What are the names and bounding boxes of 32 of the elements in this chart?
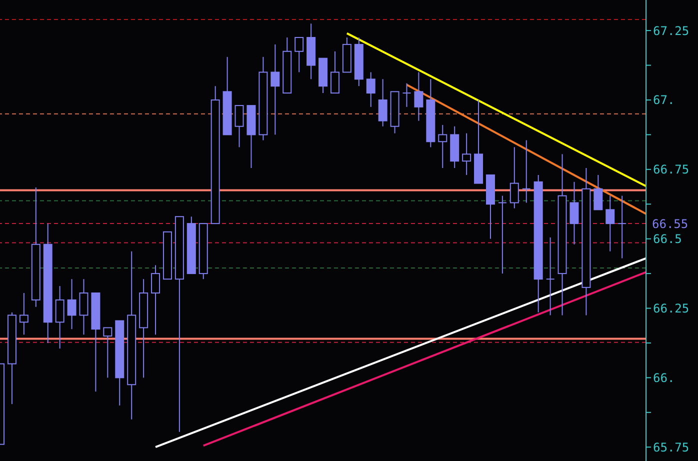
candlestick — [366, 72, 376, 108]
candlestick — [234, 105, 244, 148]
candlestick — [294, 36, 304, 73]
candlestick — [498, 195, 507, 274]
candlestick — [570, 181, 579, 245]
y-tick-label: 67. — [653, 93, 675, 108]
candlestick — [378, 78, 388, 127]
candlestick — [618, 195, 627, 259]
y-tick-label: 67.25 — [653, 24, 690, 38]
y-tick-label: 66.25 — [653, 302, 690, 316]
candlestick — [546, 236, 555, 316]
candlestick — [414, 72, 424, 122]
candlestick — [79, 278, 88, 336]
candlestick — [510, 146, 519, 209]
y-tick-label: 65.75 — [653, 440, 690, 454]
candlestick — [522, 140, 531, 204]
y-tick-label: 66.75 — [653, 162, 690, 177]
candlestick — [151, 264, 160, 336]
candlestick — [462, 132, 472, 176]
y-tick-label: 66. — [653, 370, 675, 385]
candlestick — [438, 124, 448, 169]
candlestick — [270, 44, 280, 136]
candlestick — [330, 50, 340, 94]
candlestick — [594, 174, 603, 210]
candlestick — [55, 286, 64, 350]
candlestick — [19, 292, 28, 336]
candlestick — [606, 195, 615, 252]
candlestick — [402, 82, 412, 108]
candlestick — [67, 278, 76, 330]
ref-line-label: 66.55 — [652, 216, 688, 231]
candlestick — [103, 327, 112, 378]
y-tick-label: 66.5 — [653, 232, 682, 246]
